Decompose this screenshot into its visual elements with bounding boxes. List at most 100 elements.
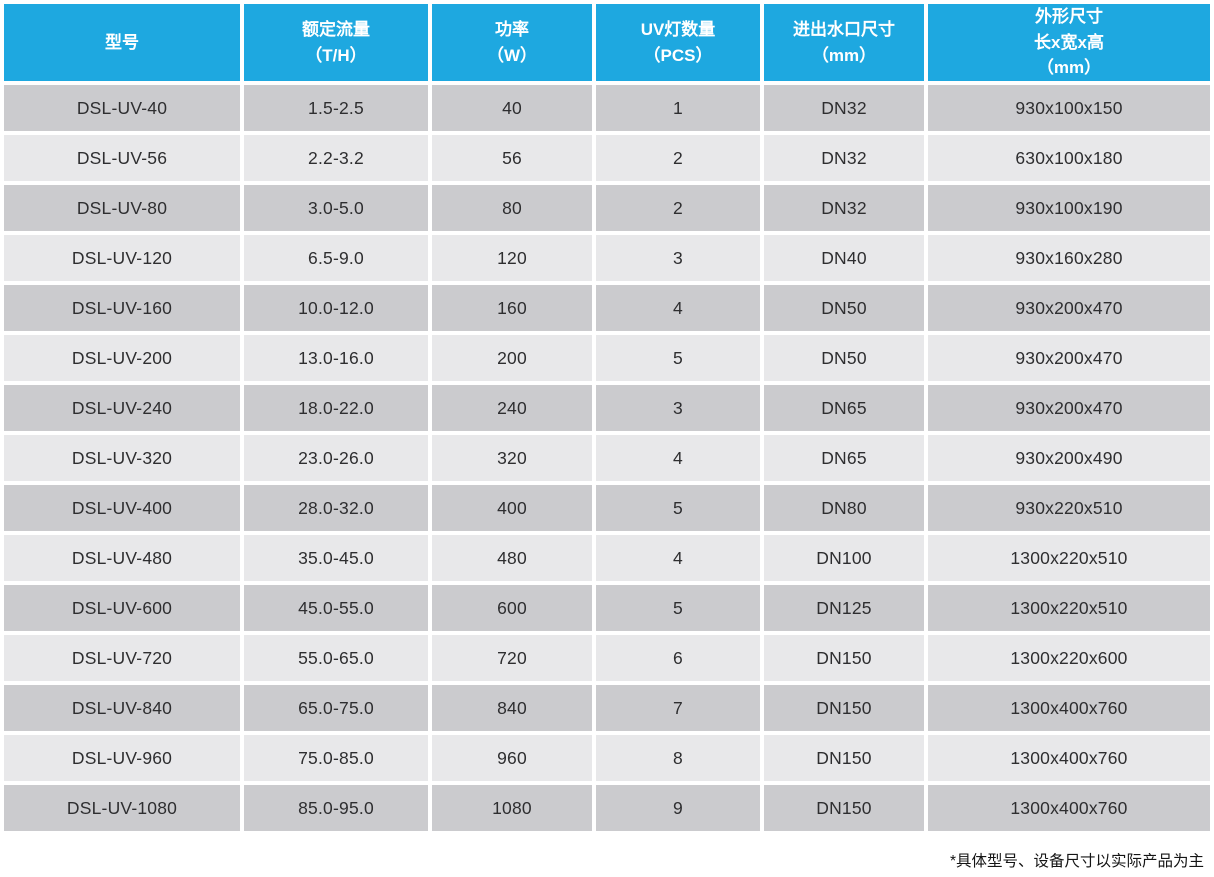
cell-power: 960 bbox=[432, 735, 592, 781]
cell-power: 1080 bbox=[432, 785, 592, 831]
cell-model: DSL-UV-160 bbox=[4, 285, 240, 331]
cell-model: DSL-UV-320 bbox=[4, 435, 240, 481]
cell-rated-flow: 85.0-95.0 bbox=[244, 785, 428, 831]
cell-dimensions: 930x100x150 bbox=[928, 85, 1210, 131]
cell-rated-flow: 3.0-5.0 bbox=[244, 185, 428, 231]
cell-dimensions: 1300x220x510 bbox=[928, 535, 1210, 581]
header-row: 型号 额定流量 （T/H） 功率 （W） UV灯数量 （PCS） 进出水口尺寸 … bbox=[4, 4, 1210, 81]
cell-power: 480 bbox=[432, 535, 592, 581]
cell-port-size: DN125 bbox=[764, 585, 924, 631]
cell-dimensions: 1300x220x600 bbox=[928, 635, 1210, 681]
cell-dimensions: 930x200x490 bbox=[928, 435, 1210, 481]
table-row: DSL-UV-80 3.0-5.0 80 2 DN32 930x100x190 bbox=[4, 185, 1210, 231]
cell-uv-lamp-qty: 3 bbox=[596, 235, 760, 281]
cell-power: 840 bbox=[432, 685, 592, 731]
cell-dimensions: 930x220x510 bbox=[928, 485, 1210, 531]
table-row: DSL-UV-160 10.0-12.0 160 4 DN50 930x200x… bbox=[4, 285, 1210, 331]
cell-dimensions: 1300x400x760 bbox=[928, 685, 1210, 731]
cell-uv-lamp-qty: 4 bbox=[596, 435, 760, 481]
cell-uv-lamp-qty: 5 bbox=[596, 585, 760, 631]
table-row: DSL-UV-200 13.0-16.0 200 5 DN50 930x200x… bbox=[4, 335, 1210, 381]
cell-power: 200 bbox=[432, 335, 592, 381]
table-row: DSL-UV-320 23.0-26.0 320 4 DN65 930x200x… bbox=[4, 435, 1210, 481]
table-row: DSL-UV-720 55.0-65.0 720 6 DN150 1300x22… bbox=[4, 635, 1210, 681]
column-header-port-size: 进出水口尺寸 （mm） bbox=[764, 4, 924, 81]
table-row: DSL-UV-56 2.2-3.2 56 2 DN32 630x100x180 bbox=[4, 135, 1210, 181]
cell-power: 320 bbox=[432, 435, 592, 481]
cell-uv-lamp-qty: 4 bbox=[596, 535, 760, 581]
cell-power: 56 bbox=[432, 135, 592, 181]
cell-model: DSL-UV-1080 bbox=[4, 785, 240, 831]
column-header-power: 功率 （W） bbox=[432, 4, 592, 81]
cell-model: DSL-UV-80 bbox=[4, 185, 240, 231]
cell-rated-flow: 2.2-3.2 bbox=[244, 135, 428, 181]
cell-port-size: DN32 bbox=[764, 135, 924, 181]
cell-port-size: DN150 bbox=[764, 685, 924, 731]
column-header-rated-flow: 额定流量 （T/H） bbox=[244, 4, 428, 81]
table-row: DSL-UV-480 35.0-45.0 480 4 DN100 1300x22… bbox=[4, 535, 1210, 581]
cell-dimensions: 1300x220x510 bbox=[928, 585, 1210, 631]
cell-uv-lamp-qty: 4 bbox=[596, 285, 760, 331]
cell-rated-flow: 23.0-26.0 bbox=[244, 435, 428, 481]
cell-rated-flow: 6.5-9.0 bbox=[244, 235, 428, 281]
cell-port-size: DN32 bbox=[764, 185, 924, 231]
cell-uv-lamp-qty: 8 bbox=[596, 735, 760, 781]
column-header-dimensions: 外形尺寸 长x宽x高 （mm） bbox=[928, 4, 1210, 81]
cell-uv-lamp-qty: 5 bbox=[596, 335, 760, 381]
cell-power: 400 bbox=[432, 485, 592, 531]
cell-uv-lamp-qty: 2 bbox=[596, 185, 760, 231]
cell-power: 80 bbox=[432, 185, 592, 231]
cell-port-size: DN32 bbox=[764, 85, 924, 131]
cell-port-size: DN50 bbox=[764, 335, 924, 381]
cell-rated-flow: 75.0-85.0 bbox=[244, 735, 428, 781]
spec-table-body: DSL-UV-40 1.5-2.5 40 1 DN32 930x100x150 … bbox=[4, 85, 1210, 831]
cell-rated-flow: 13.0-16.0 bbox=[244, 335, 428, 381]
cell-dimensions: 930x100x190 bbox=[928, 185, 1210, 231]
cell-model: DSL-UV-840 bbox=[4, 685, 240, 731]
cell-power: 600 bbox=[432, 585, 592, 631]
table-row: DSL-UV-40 1.5-2.5 40 1 DN32 930x100x150 bbox=[4, 85, 1210, 131]
cell-port-size: DN65 bbox=[764, 385, 924, 431]
cell-port-size: DN150 bbox=[764, 635, 924, 681]
cell-power: 120 bbox=[432, 235, 592, 281]
cell-model: DSL-UV-40 bbox=[4, 85, 240, 131]
table-row: DSL-UV-960 75.0-85.0 960 8 DN150 1300x40… bbox=[4, 735, 1210, 781]
cell-dimensions: 630x100x180 bbox=[928, 135, 1210, 181]
cell-model: DSL-UV-720 bbox=[4, 635, 240, 681]
table-row: DSL-UV-240 18.0-22.0 240 3 DN65 930x200x… bbox=[4, 385, 1210, 431]
cell-uv-lamp-qty: 2 bbox=[596, 135, 760, 181]
cell-port-size: DN65 bbox=[764, 435, 924, 481]
cell-port-size: DN100 bbox=[764, 535, 924, 581]
cell-rated-flow: 45.0-55.0 bbox=[244, 585, 428, 631]
cell-model: DSL-UV-400 bbox=[4, 485, 240, 531]
cell-rated-flow: 18.0-22.0 bbox=[244, 385, 428, 431]
spec-table-header: 型号 额定流量 （T/H） 功率 （W） UV灯数量 （PCS） 进出水口尺寸 … bbox=[4, 4, 1210, 81]
footnote: *具体型号、设备尺寸以实际产品为主 bbox=[949, 853, 1204, 870]
cell-rated-flow: 28.0-32.0 bbox=[244, 485, 428, 531]
cell-uv-lamp-qty: 9 bbox=[596, 785, 760, 831]
cell-uv-lamp-qty: 6 bbox=[596, 635, 760, 681]
cell-model: DSL-UV-480 bbox=[4, 535, 240, 581]
cell-model: DSL-UV-56 bbox=[4, 135, 240, 181]
cell-rated-flow: 10.0-12.0 bbox=[244, 285, 428, 331]
cell-dimensions: 1300x400x760 bbox=[928, 785, 1210, 831]
cell-dimensions: 930x160x280 bbox=[928, 235, 1210, 281]
table-row: DSL-UV-840 65.0-75.0 840 7 DN150 1300x40… bbox=[4, 685, 1210, 731]
cell-power: 240 bbox=[432, 385, 592, 431]
spec-table: 型号 额定流量 （T/H） 功率 （W） UV灯数量 （PCS） 进出水口尺寸 … bbox=[4, 4, 1210, 831]
cell-uv-lamp-qty: 3 bbox=[596, 385, 760, 431]
cell-dimensions: 930x200x470 bbox=[928, 385, 1210, 431]
cell-model: DSL-UV-120 bbox=[4, 235, 240, 281]
cell-rated-flow: 65.0-75.0 bbox=[244, 685, 428, 731]
cell-model: DSL-UV-200 bbox=[4, 335, 240, 381]
cell-port-size: DN50 bbox=[764, 285, 924, 331]
cell-dimensions: 1300x400x760 bbox=[928, 735, 1210, 781]
table-row: DSL-UV-1080 85.0-95.0 1080 9 DN150 1300x… bbox=[4, 785, 1210, 831]
cell-uv-lamp-qty: 1 bbox=[596, 85, 760, 131]
cell-model: DSL-UV-240 bbox=[4, 385, 240, 431]
cell-dimensions: 930x200x470 bbox=[928, 285, 1210, 331]
cell-port-size: DN150 bbox=[764, 735, 924, 781]
cell-rated-flow: 1.5-2.5 bbox=[244, 85, 428, 131]
table-row: DSL-UV-400 28.0-32.0 400 5 DN80 930x220x… bbox=[4, 485, 1210, 531]
column-header-uv-lamp-qty: UV灯数量 （PCS） bbox=[596, 4, 760, 81]
